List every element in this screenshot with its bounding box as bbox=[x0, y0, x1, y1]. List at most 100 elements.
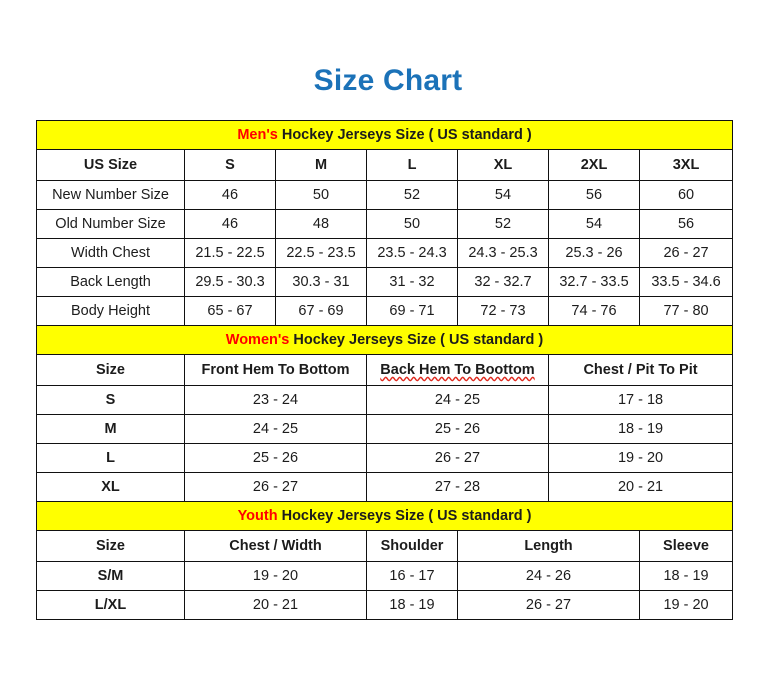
cell-mens-1-4: 54 bbox=[548, 209, 640, 239]
section-banner-rest-womens: Hockey Jerseys Size ( US standard ) bbox=[289, 332, 544, 348]
row-label-womens-3: XL bbox=[36, 472, 185, 502]
table-row: M 24 - 25 25 - 26 18 - 19 bbox=[36, 414, 734, 444]
cell-womens-1-0: 24 - 25 bbox=[184, 414, 367, 444]
size-chart-table-wrap: Men's Hockey Jerseys Size ( US standard … bbox=[35, 120, 734, 620]
column-header-mens-1: S bbox=[184, 149, 276, 181]
cell-mens-1-5: 56 bbox=[638, 209, 734, 239]
cell-mens-4-5: 77 - 80 bbox=[638, 296, 734, 326]
column-header-mens-2: M bbox=[275, 149, 367, 181]
cell-mens-4-4: 74 - 76 bbox=[548, 296, 640, 326]
cell-mens-2-1: 22.5 - 23.5 bbox=[275, 238, 367, 268]
row-label-youth-1: L/XL bbox=[36, 590, 185, 620]
table-row: L 25 - 26 26 - 27 19 - 20 bbox=[36, 443, 734, 473]
section-banner-row-youth: Youth Hockey Jerseys Size ( US standard … bbox=[35, 501, 734, 531]
column-header-mens-5: 2XL bbox=[548, 149, 640, 181]
section-banner-row-mens: Men's Hockey Jerseys Size ( US standard … bbox=[35, 120, 734, 150]
table-row: S 23 - 24 24 - 25 17 - 18 bbox=[36, 385, 734, 415]
cell-youth-0-3: 18 - 19 bbox=[638, 561, 734, 591]
row-label-mens-0: New Number Size bbox=[36, 180, 185, 210]
cell-mens-4-1: 67 - 69 bbox=[275, 296, 367, 326]
section-banner-accent-youth: Youth bbox=[237, 508, 278, 524]
cell-mens-3-1: 30.3 - 31 bbox=[275, 267, 367, 297]
cell-mens-2-5: 26 - 27 bbox=[638, 238, 734, 268]
page-title: Size Chart bbox=[313, 64, 463, 97]
cell-youth-0-0: 19 - 20 bbox=[184, 561, 367, 591]
cell-mens-2-4: 25.3 - 26 bbox=[548, 238, 640, 268]
table-row: Back Length 29.5 - 30.3 30.3 - 31 31 - 3… bbox=[36, 267, 734, 297]
column-header-mens-6: 3XL bbox=[638, 149, 734, 181]
cell-mens-1-2: 50 bbox=[366, 209, 458, 239]
table-row-header-womens: Size Front Hem To Bottom Back Hem To Boo… bbox=[36, 354, 734, 386]
section-banner-mens: Men's Hockey Jerseys Size ( US standard … bbox=[35, 120, 734, 150]
cell-womens-2-0: 25 - 26 bbox=[184, 443, 367, 473]
section-banner-rest-youth: Hockey Jerseys Size ( US standard ) bbox=[277, 508, 532, 524]
cell-womens-0-2: 17 - 18 bbox=[547, 385, 734, 415]
row-label-youth-0: S/M bbox=[36, 561, 185, 591]
cell-mens-4-3: 72 - 73 bbox=[457, 296, 549, 326]
table-row-header-mens: US Size S M L XL 2XL 3XL bbox=[36, 149, 734, 181]
cell-mens-2-0: 21.5 - 22.5 bbox=[184, 238, 276, 268]
cell-mens-0-1: 50 bbox=[275, 180, 367, 210]
cell-mens-0-4: 56 bbox=[548, 180, 640, 210]
column-header-womens-0: Size bbox=[36, 354, 185, 386]
row-label-womens-0: S bbox=[36, 385, 185, 415]
cell-youth-0-1: 16 - 17 bbox=[366, 561, 458, 591]
table-row: Old Number Size 46 48 50 52 54 56 bbox=[36, 209, 734, 239]
column-header-womens-1: Front Hem To Bottom bbox=[184, 354, 367, 386]
row-label-mens-1: Old Number Size bbox=[36, 209, 185, 239]
cell-womens-0-1: 24 - 25 bbox=[366, 385, 549, 415]
table-row: L/XL 20 - 21 18 - 19 26 - 27 19 - 20 bbox=[36, 590, 734, 620]
cell-womens-1-2: 18 - 19 bbox=[547, 414, 734, 444]
row-label-womens-2: L bbox=[36, 443, 185, 473]
table-row: XL 26 - 27 27 - 28 20 - 21 bbox=[36, 472, 734, 502]
section-banner-womens: Women's Hockey Jerseys Size ( US standar… bbox=[35, 325, 734, 355]
cell-mens-3-3: 32 - 32.7 bbox=[457, 267, 549, 297]
cell-mens-1-1: 48 bbox=[275, 209, 367, 239]
column-header-womens-2: Back Hem To Boottom bbox=[366, 354, 549, 386]
row-label-mens-4: Body Height bbox=[36, 296, 185, 326]
column-header-mens-3: L bbox=[366, 149, 458, 181]
cell-mens-0-5: 60 bbox=[638, 180, 734, 210]
section-banner-youth: Youth Hockey Jerseys Size ( US standard … bbox=[35, 501, 734, 531]
cell-mens-2-3: 24.3 - 25.3 bbox=[457, 238, 549, 268]
cell-mens-2-2: 23.5 - 24.3 bbox=[366, 238, 458, 268]
cell-womens-3-1: 27 - 28 bbox=[366, 472, 549, 502]
table-row: New Number Size 46 50 52 54 56 60 bbox=[36, 180, 734, 210]
cell-mens-4-0: 65 - 67 bbox=[184, 296, 276, 326]
cell-womens-3-2: 20 - 21 bbox=[547, 472, 734, 502]
cell-youth-1-3: 19 - 20 bbox=[638, 590, 734, 620]
table-row: Width Chest 21.5 - 22.5 22.5 - 23.5 23.5… bbox=[36, 238, 734, 268]
column-header-youth-3: Length bbox=[457, 530, 640, 562]
cell-youth-1-1: 18 - 19 bbox=[366, 590, 458, 620]
column-header-youth-2: Shoulder bbox=[366, 530, 458, 562]
cell-womens-3-0: 26 - 27 bbox=[184, 472, 367, 502]
column-header-womens-3: Chest / Pit To Pit bbox=[547, 354, 734, 386]
cell-mens-3-4: 32.7 - 33.5 bbox=[548, 267, 640, 297]
cell-mens-0-3: 54 bbox=[457, 180, 549, 210]
cell-womens-1-1: 25 - 26 bbox=[366, 414, 549, 444]
section-banner-accent-womens: Women's bbox=[225, 332, 290, 348]
cell-mens-3-2: 31 - 32 bbox=[366, 267, 458, 297]
cell-mens-0-0: 46 bbox=[184, 180, 276, 210]
column-header-womens-2-text: Back Hem To Boottom bbox=[380, 362, 535, 378]
column-header-youth-0: Size bbox=[36, 530, 185, 562]
table-row: Body Height 65 - 67 67 - 69 69 - 71 72 -… bbox=[36, 296, 734, 326]
cell-womens-2-2: 19 - 20 bbox=[547, 443, 734, 473]
cell-mens-3-0: 29.5 - 30.3 bbox=[184, 267, 276, 297]
column-header-youth-4: Sleeve bbox=[638, 530, 734, 562]
column-header-mens-4: XL bbox=[457, 149, 549, 181]
cell-youth-1-2: 26 - 27 bbox=[457, 590, 640, 620]
cell-youth-0-2: 24 - 26 bbox=[457, 561, 640, 591]
column-header-youth-1: Chest / Width bbox=[184, 530, 367, 562]
row-label-womens-1: M bbox=[36, 414, 185, 444]
section-banner-accent-mens: Men's bbox=[237, 127, 278, 143]
cell-mens-1-3: 52 bbox=[457, 209, 549, 239]
row-label-mens-2: Width Chest bbox=[36, 238, 185, 268]
table-row: S/M 19 - 20 16 - 17 24 - 26 18 - 19 bbox=[36, 561, 734, 591]
section-banner-row-womens: Women's Hockey Jerseys Size ( US standar… bbox=[35, 325, 734, 355]
row-label-mens-3: Back Length bbox=[36, 267, 185, 297]
cell-mens-4-2: 69 - 71 bbox=[366, 296, 458, 326]
cell-mens-0-2: 52 bbox=[366, 180, 458, 210]
cell-mens-1-0: 46 bbox=[184, 209, 276, 239]
